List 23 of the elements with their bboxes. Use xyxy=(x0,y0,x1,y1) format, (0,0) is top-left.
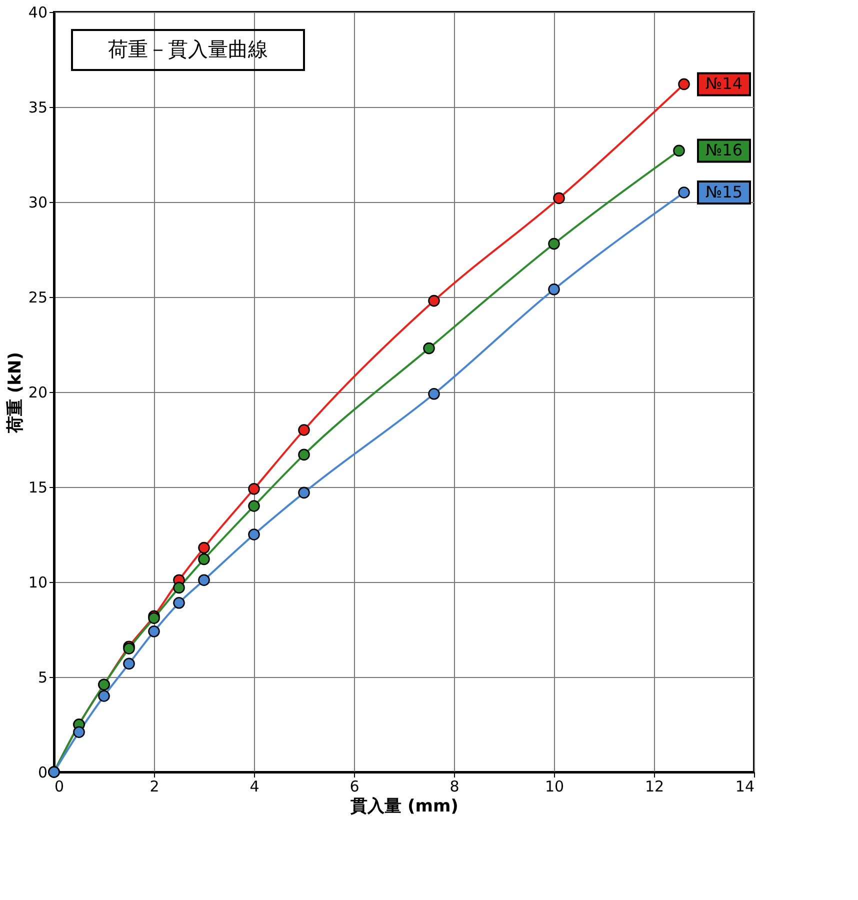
x-tick-label: 4 xyxy=(250,778,260,796)
y-tick-label: 35 xyxy=(28,98,48,116)
y-tick-label: 25 xyxy=(28,288,48,306)
x-tick-label: 6 xyxy=(350,778,360,796)
y-tick-label: 30 xyxy=(28,194,48,212)
series-label: №14 xyxy=(706,74,742,94)
y-tick-label: 0 xyxy=(38,764,48,782)
x-tick-label: 12 xyxy=(644,778,664,796)
text: 荷重－貫入量曲線 xyxy=(108,37,268,61)
x-tick-label: 14 xyxy=(735,778,754,796)
y-tick-label: 5 xyxy=(38,668,48,686)
y-tick-label: 40 xyxy=(28,4,48,22)
y-axis-title: 荷重 (kN) xyxy=(5,352,26,434)
y-tick-label: 10 xyxy=(28,574,48,592)
x-axis-title: 貫入量 (mm) xyxy=(350,796,458,816)
x-tick-label: 8 xyxy=(450,778,460,796)
series-label: №16 xyxy=(706,140,742,160)
y-tick-label: 20 xyxy=(28,384,48,402)
y-tick-label: 15 xyxy=(28,478,48,496)
x-tick-label: 2 xyxy=(150,778,160,796)
series-label: №15 xyxy=(706,182,742,202)
x-tick-label: 0 xyxy=(54,778,64,796)
x-tick-label: 10 xyxy=(544,778,564,796)
